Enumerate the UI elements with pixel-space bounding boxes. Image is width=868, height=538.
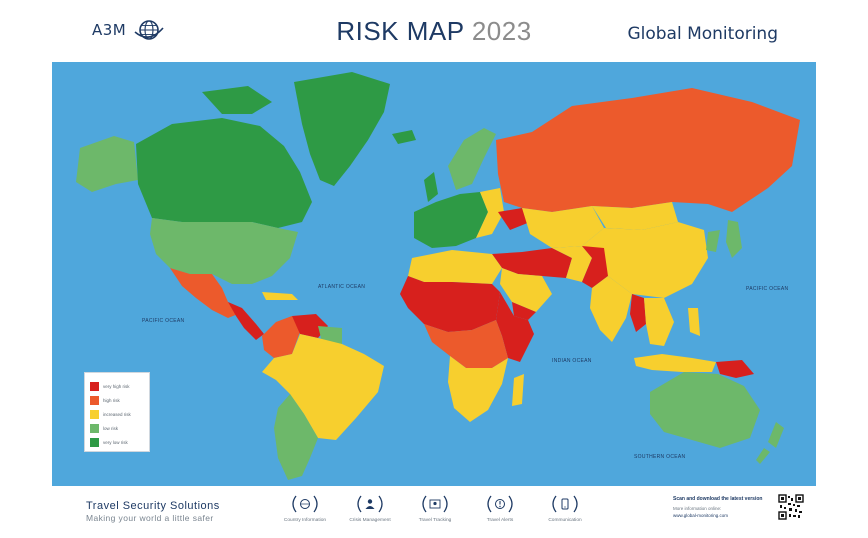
legend-swatch-low: [90, 423, 99, 433]
legend-item: very low risk: [90, 435, 144, 449]
tagline: Travel Security Solutions: [86, 500, 220, 512]
region-western-europe[interactable]: [414, 192, 488, 248]
legend-swatch-high: [90, 395, 99, 405]
region-iran[interactable]: [552, 246, 592, 282]
service-label: Communication: [548, 518, 582, 523]
brand-logo[interactable]: A3M: [92, 18, 166, 42]
region-yemen[interactable]: [512, 302, 536, 320]
region-caribbean[interactable]: [262, 292, 298, 300]
brand-name: Global Monitoring: [627, 24, 778, 44]
map-canvas: [76, 72, 800, 480]
website-link[interactable]: www.global-monitoring.com: [673, 513, 729, 518]
legend-item: very high risk: [90, 379, 144, 393]
risk-legend: very high risk high risk increased risk …: [84, 372, 150, 452]
region-north-africa[interactable]: [408, 250, 502, 284]
region-central-america[interactable]: [228, 302, 264, 340]
service-crisis-management[interactable]: Crisis Management: [340, 494, 400, 523]
region-colombia[interactable]: [262, 316, 300, 358]
phone-icon: [548, 494, 582, 514]
region-russia[interactable]: [496, 88, 800, 212]
region-brazil[interactable]: [262, 334, 384, 440]
region-afghanistan-pakistan[interactable]: [582, 246, 608, 288]
scan-instruction: Scan and download the latest version: [673, 496, 763, 502]
service-label: Country Information: [283, 518, 327, 523]
legend-label: low risk: [103, 425, 119, 431]
ocean-label-southern: SOUTHERN OCEAN: [634, 454, 686, 460]
region-iceland[interactable]: [392, 130, 416, 144]
region-horn-of-africa[interactable]: [496, 292, 534, 362]
region-australia[interactable]: [650, 372, 760, 448]
legend-swatch-very-high: [90, 381, 99, 391]
region-eastern-europe[interactable]: [476, 188, 504, 238]
title-main: RISK MAP: [336, 16, 465, 46]
service-label: Travel Alerts: [486, 518, 514, 523]
region-argentina[interactable]: [274, 394, 318, 480]
globe-info-icon: [288, 494, 322, 514]
service-communication[interactable]: Communication: [535, 494, 595, 523]
region-indonesia[interactable]: [634, 354, 716, 372]
shield-person-icon: [353, 494, 387, 514]
region-venezuela[interactable]: [292, 314, 328, 338]
region-philippines[interactable]: [688, 308, 700, 336]
footer: Travel Security Solutions Making your wo…: [0, 486, 868, 538]
service-label: Crisis Management: [349, 518, 391, 523]
region-korea-japan[interactable]: [706, 220, 742, 258]
ocean-label-pacific-west: PACIFIC OCEAN: [746, 286, 789, 292]
region-arctic-islands[interactable]: [202, 86, 272, 114]
page-title: RISK MAP 2023: [0, 16, 868, 47]
legend-label: high risk: [103, 397, 120, 403]
region-greenland[interactable]: [294, 72, 390, 186]
qr-code-icon[interactable]: [778, 494, 804, 520]
more-info-label: More information online:: [673, 506, 722, 511]
legend-label: very high risk: [103, 383, 130, 389]
region-sahel[interactable]: [400, 276, 500, 332]
legend-label: very low risk: [103, 439, 128, 445]
service-country-information[interactable]: Country Information: [275, 494, 335, 523]
region-papua-new-guinea[interactable]: [716, 360, 754, 378]
service-travel-tracking[interactable]: Travel Tracking: [405, 494, 465, 523]
alert-bell-icon: [483, 494, 517, 514]
region-kazakhstan[interactable]: [522, 206, 604, 248]
legend-label: increased risk: [103, 411, 131, 417]
globe-logo-icon: [134, 20, 164, 40]
ocean-label-atlantic: ATLANTIC OCEAN: [318, 284, 366, 290]
ocean-label-pacific-east: PACIFIC OCEAN: [142, 318, 185, 324]
region-mexico[interactable]: [170, 268, 238, 318]
region-ukraine[interactable]: [498, 208, 530, 230]
region-new-zealand[interactable]: [756, 422, 784, 464]
region-scandinavia[interactable]: [448, 128, 496, 190]
title-year: 2023: [471, 16, 532, 46]
subtagline: Making your world a little safer: [86, 513, 214, 523]
region-alaska[interactable]: [76, 136, 138, 192]
region-middle-east[interactable]: [492, 248, 572, 278]
header: A3M RISK MAP 2023 Global Monitoring: [0, 0, 868, 62]
ocean-label-indian: INDIAN OCEAN: [552, 358, 592, 364]
legend-item: increased risk: [90, 407, 144, 421]
map-pin-icon: [418, 494, 452, 514]
region-united-states[interactable]: [150, 218, 298, 284]
region-canada[interactable]: [136, 118, 312, 228]
region-india[interactable]: [590, 276, 632, 342]
region-madagascar[interactable]: [512, 374, 524, 406]
service-label: Travel Tracking: [418, 518, 452, 523]
region-mongolia[interactable]: [592, 202, 678, 230]
legend-swatch-very-low: [90, 437, 99, 447]
legend-swatch-increased: [90, 409, 99, 419]
region-china[interactable]: [582, 222, 708, 298]
region-southern-africa[interactable]: [448, 356, 508, 422]
world-risk-map[interactable]: ATLANTIC OCEAN PACIFIC OCEAN PACIFIC OCE…: [52, 62, 816, 486]
service-travel-alerts[interactable]: Travel Alerts: [470, 494, 530, 523]
logo-text: A3M: [92, 21, 127, 39]
region-saudi-arabia[interactable]: [500, 268, 552, 312]
region-central-africa[interactable]: [424, 320, 508, 368]
region-southeast-asia[interactable]: [644, 298, 674, 346]
region-myanmar[interactable]: [630, 294, 646, 332]
region-united-kingdom[interactable]: [424, 172, 438, 202]
legend-item: high risk: [90, 393, 144, 407]
legend-item: low risk: [90, 421, 144, 435]
